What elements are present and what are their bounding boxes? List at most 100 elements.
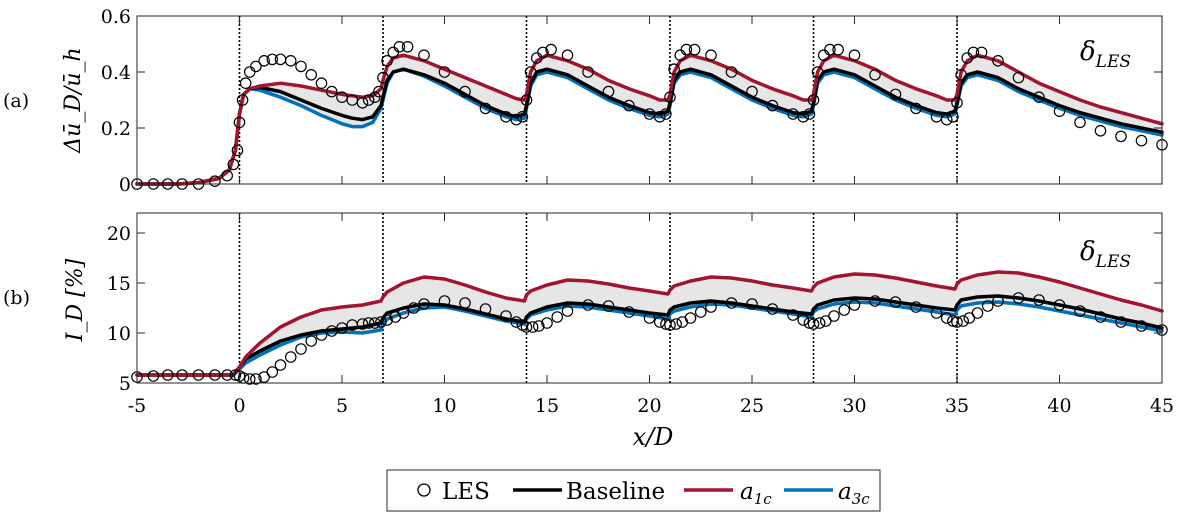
x-tick-label: 10 <box>432 395 456 417</box>
les-marker <box>407 302 420 314</box>
les-marker <box>418 298 430 310</box>
x-tick-label: 20 <box>637 395 661 417</box>
x-tick-label: 0 <box>233 395 245 417</box>
les-marker <box>479 102 492 115</box>
les-marker <box>325 85 338 98</box>
les-marker <box>668 63 680 75</box>
les-marker <box>957 315 969 327</box>
y-tick-label: 0.4 <box>101 62 131 84</box>
y-tick-label: 0 <box>119 174 131 196</box>
legend-les-label: LES <box>442 479 490 505</box>
x-tick-label: 40 <box>1047 395 1071 417</box>
les-marker <box>811 66 824 78</box>
les-marker <box>362 94 375 106</box>
les-marker <box>1033 294 1045 306</box>
series-line-a1c <box>135 53 1164 186</box>
panel-a-label: (a) <box>3 90 29 112</box>
les-marker <box>725 66 738 78</box>
les-marker <box>510 316 523 328</box>
les-marker <box>869 295 881 307</box>
les-marker <box>537 46 549 59</box>
les-marker <box>250 60 262 73</box>
les-marker <box>664 319 676 331</box>
les-marker <box>510 113 523 126</box>
legend-les-marker <box>417 483 431 497</box>
les-marker <box>258 371 270 383</box>
les-marker <box>373 85 385 98</box>
les-marker <box>848 299 861 311</box>
panel-a-ticks: 0 0.2 0.4 0.6 <box>101 6 1163 196</box>
les-marker <box>1012 71 1025 84</box>
les-marker <box>231 144 244 157</box>
les-marker <box>418 49 430 61</box>
les-marker <box>532 320 545 332</box>
les-marker <box>233 116 246 129</box>
les-marker <box>623 99 635 112</box>
les-marker <box>500 310 512 322</box>
x-axis-label: x/D <box>633 423 674 451</box>
les-marker <box>250 373 262 385</box>
les-marker <box>694 306 707 318</box>
les-marker <box>305 69 318 81</box>
les-marker <box>797 314 810 326</box>
les-marker <box>381 54 393 67</box>
les-marker <box>561 305 574 317</box>
les-marker <box>209 175 221 187</box>
les-marker <box>295 343 307 355</box>
les-marker <box>284 54 297 67</box>
les-marker <box>161 369 174 381</box>
les-marker <box>229 369 242 381</box>
les-marker <box>807 94 820 106</box>
panel-a-annotation: δLES <box>1080 37 1131 72</box>
les-marker <box>643 312 656 324</box>
les-marker <box>356 318 369 330</box>
les-marker <box>368 317 381 329</box>
les-marker <box>1053 299 1066 311</box>
les-marker <box>684 312 697 324</box>
legend: LES Baseline a1c a3c <box>386 469 881 512</box>
series-line-baseline <box>135 294 1164 377</box>
les-marker <box>889 88 902 101</box>
les-marker <box>239 77 252 89</box>
x-tick-label: 35 <box>945 395 969 417</box>
les-marker <box>221 169 233 182</box>
les-marker <box>1033 91 1045 103</box>
y-tick-label: 10 <box>107 323 131 345</box>
x-tick-label: -5 <box>128 395 147 417</box>
les-marker <box>951 316 963 328</box>
les-marker <box>602 85 615 98</box>
les-marker <box>221 369 233 381</box>
les-marker <box>963 312 976 324</box>
les-marker <box>807 318 820 330</box>
x-tick-label: 45 <box>1150 395 1174 417</box>
panel-b-les-markers <box>131 292 1168 385</box>
les-marker <box>660 108 672 120</box>
les-marker <box>746 85 758 98</box>
les-marker <box>524 66 537 78</box>
les-marker <box>459 297 471 309</box>
les-marker <box>813 317 826 329</box>
les-marker <box>336 322 348 334</box>
les-marker <box>947 111 959 123</box>
les-marker <box>803 108 816 120</box>
y-tick-label: 0.6 <box>101 6 131 28</box>
les-marker <box>930 307 943 319</box>
les-marker <box>910 301 922 313</box>
series-line-a1c <box>135 270 1164 377</box>
les-marker <box>1094 311 1107 323</box>
les-marker <box>356 97 369 109</box>
les-marker <box>315 77 328 89</box>
les-marker <box>746 298 758 310</box>
les-marker <box>1012 292 1025 304</box>
les-marker <box>377 71 389 84</box>
uncertainty-band <box>137 55 1162 185</box>
panel-b-uncertainty-fill <box>137 272 1162 375</box>
les-marker <box>401 40 414 53</box>
y-tick-label: 0.2 <box>101 118 131 140</box>
les-marker <box>192 369 205 381</box>
les-marker <box>787 309 799 321</box>
panel-b-annotation: δLES <box>1080 237 1131 272</box>
les-marker <box>705 49 717 61</box>
